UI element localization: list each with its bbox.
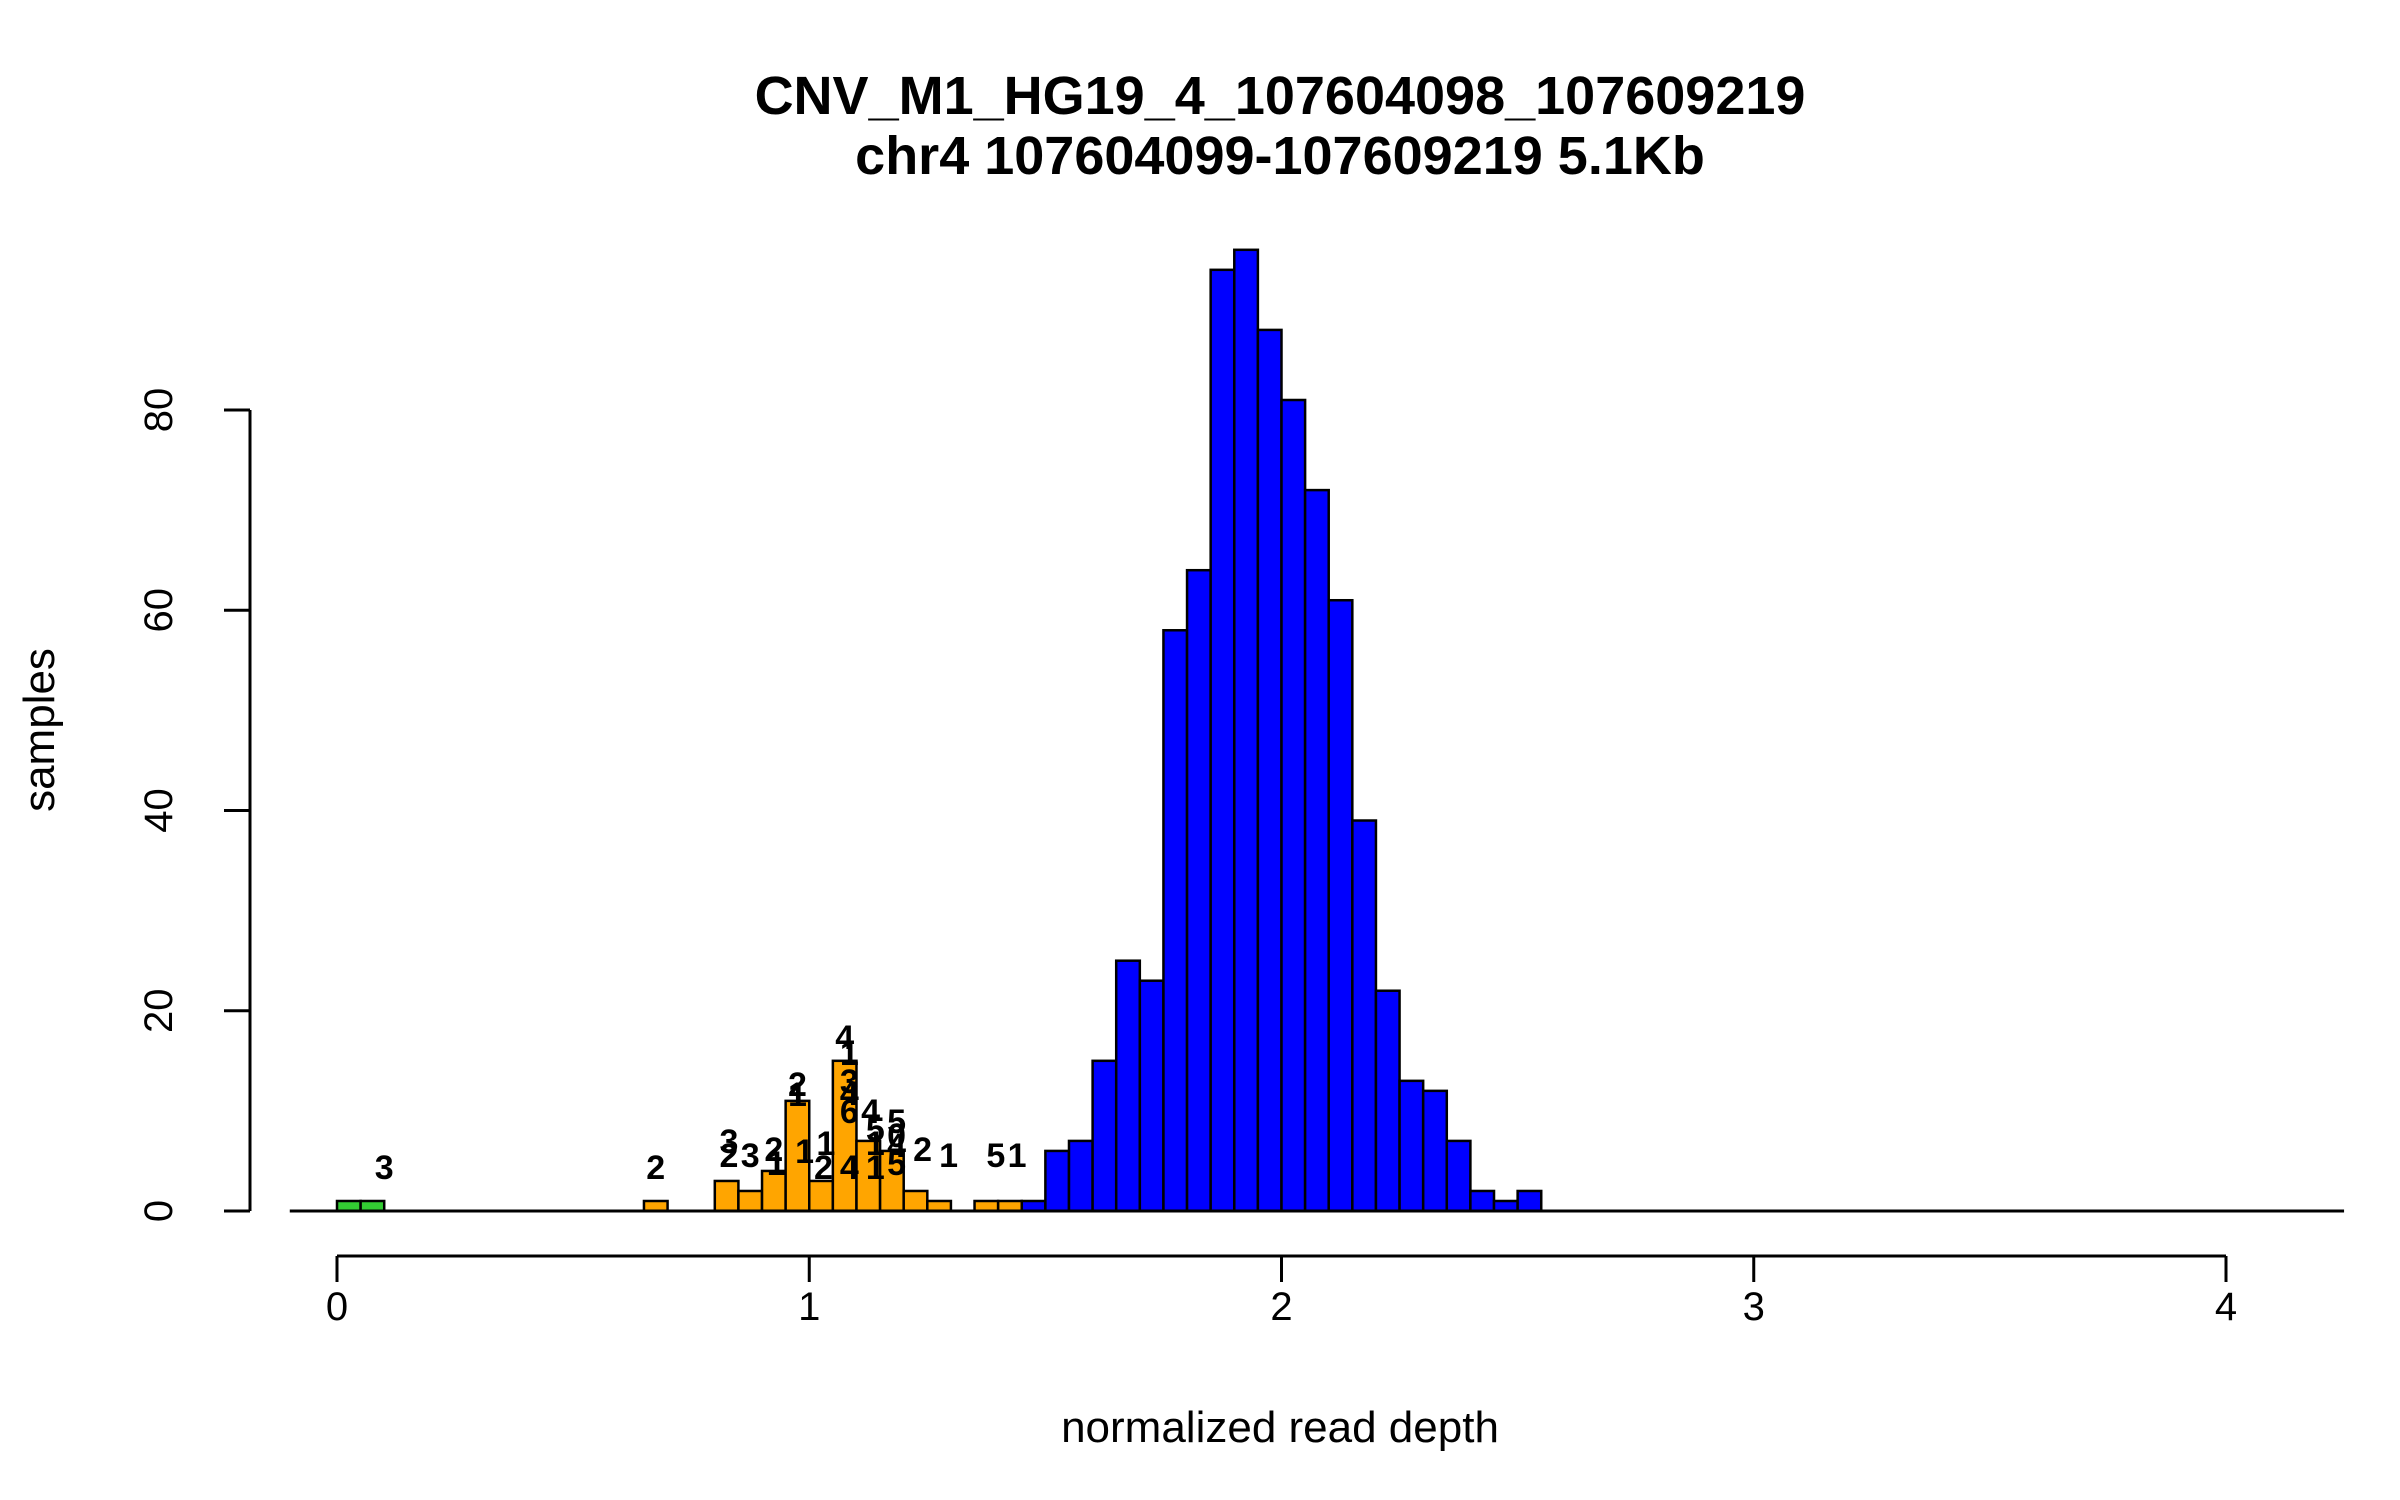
histogram-bar <box>1327 598 1354 1213</box>
y-tick-label: 80 <box>137 388 181 433</box>
histogram-bar <box>1185 568 1212 1213</box>
histogram-bar <box>926 1199 953 1213</box>
bar-count-label: 3 <box>840 1063 859 1101</box>
histogram-bar <box>713 1179 740 1213</box>
histogram-bar <box>902 1189 929 1213</box>
bar-count-label: 1 <box>866 1149 885 1187</box>
histogram-bar <box>1469 1189 1496 1213</box>
histogram-bar <box>1067 1139 1094 1213</box>
histogram-bar <box>1162 629 1189 1213</box>
bar-count-label: 5 <box>866 1111 885 1149</box>
histogram-bar <box>642 1199 669 1213</box>
chart-title: CNV_M1_HG19_4_107604098_107609219 <box>755 66 1806 126</box>
bar-count-label: 6 <box>840 1093 859 1131</box>
bar-count-label: 2 <box>788 1066 807 1104</box>
bar-count-label: 2 <box>646 1149 665 1187</box>
y-tick-label: 40 <box>137 788 181 833</box>
histogram-bar <box>1492 1199 1519 1213</box>
bar-count-label: 3 <box>375 1149 394 1187</box>
histogram-bar <box>1091 1059 1118 1213</box>
y-tick-label: 20 <box>137 989 181 1034</box>
x-axis: 0 1 2 3 4 <box>326 1254 2237 1329</box>
x-tick-label: 0 <box>326 1285 348 1329</box>
bar-count-label: 2 <box>814 1149 833 1187</box>
bar-count-label: 1 <box>788 1076 807 1114</box>
x-axis-label: normalized read depth <box>1061 1403 1499 1452</box>
bar-count-label: 1 <box>1008 1137 1027 1175</box>
bar-count-label: 4 <box>861 1093 880 1131</box>
y-tick-label: 0 <box>137 1200 181 1222</box>
bar-count-label: 1 <box>816 1125 835 1163</box>
histogram-bar <box>1114 959 1142 1213</box>
x-tick-label: 1 <box>798 1285 820 1329</box>
histogram-bar <box>1374 989 1401 1213</box>
chart-subtitle: chr4 107604099-107609219 5.1Kb <box>855 126 1705 186</box>
histogram-bar <box>1020 1199 1047 1213</box>
bar-count-label: 2 <box>913 1131 932 1169</box>
histogram-bar <box>973 1199 1000 1213</box>
histogram-bar <box>1280 398 1307 1213</box>
bar-count-label: 1 <box>866 1125 885 1163</box>
bar-count-label: 2 <box>764 1131 783 1169</box>
y-axis-label: samples <box>15 648 64 812</box>
bar-count-label: 5 <box>887 1103 906 1141</box>
bar-count-label: 1 <box>795 1133 814 1171</box>
bar-count-label: 2 <box>720 1137 739 1175</box>
histogram-bar <box>1044 1149 1071 1213</box>
x-tick-label: 3 <box>1743 1285 1765 1329</box>
histogram-bar <box>335 1199 362 1213</box>
bar-count-label: 1 <box>767 1145 786 1183</box>
bar-count-label: 4 <box>887 1127 906 1165</box>
x-tick-label: 2 <box>1270 1285 1292 1329</box>
histogram-bar <box>1421 1089 1449 1213</box>
histogram-bar <box>1445 1139 1472 1213</box>
y-tick-label: 60 <box>137 588 181 633</box>
histogram-bar <box>1209 268 1236 1213</box>
histogram-bar <box>996 1199 1024 1213</box>
bar-count-label: 4 <box>840 1075 859 1113</box>
bar-count-label: 3 <box>720 1123 739 1161</box>
histogram-bar <box>1233 248 1260 1213</box>
bar-count-label: 4 <box>835 1019 854 1057</box>
x-tick-label: 4 <box>2215 1285 2237 1329</box>
histogram-bar <box>1351 819 1378 1213</box>
bar-count-label: 4 <box>840 1149 859 1187</box>
histogram-bar <box>737 1189 764 1213</box>
histogram-bar <box>1303 488 1330 1213</box>
histogram-bar <box>1398 1079 1425 1213</box>
bar-count-label: 3 <box>741 1137 760 1175</box>
histogram-bar <box>1138 979 1165 1213</box>
bar-count-label: 5 <box>986 1137 1005 1175</box>
bar-count-label: 1 <box>939 1137 958 1175</box>
y-axis: 0 20 40 60 80 <box>137 388 252 1222</box>
histogram-bar <box>1256 328 1283 1213</box>
histogram-bar <box>1516 1189 1543 1213</box>
histogram-bar <box>359 1199 386 1213</box>
bar-count-label: 1 <box>840 1035 859 1073</box>
bar-count-label: 0 <box>887 1117 906 1155</box>
bar-count-label: 5 <box>887 1145 906 1183</box>
